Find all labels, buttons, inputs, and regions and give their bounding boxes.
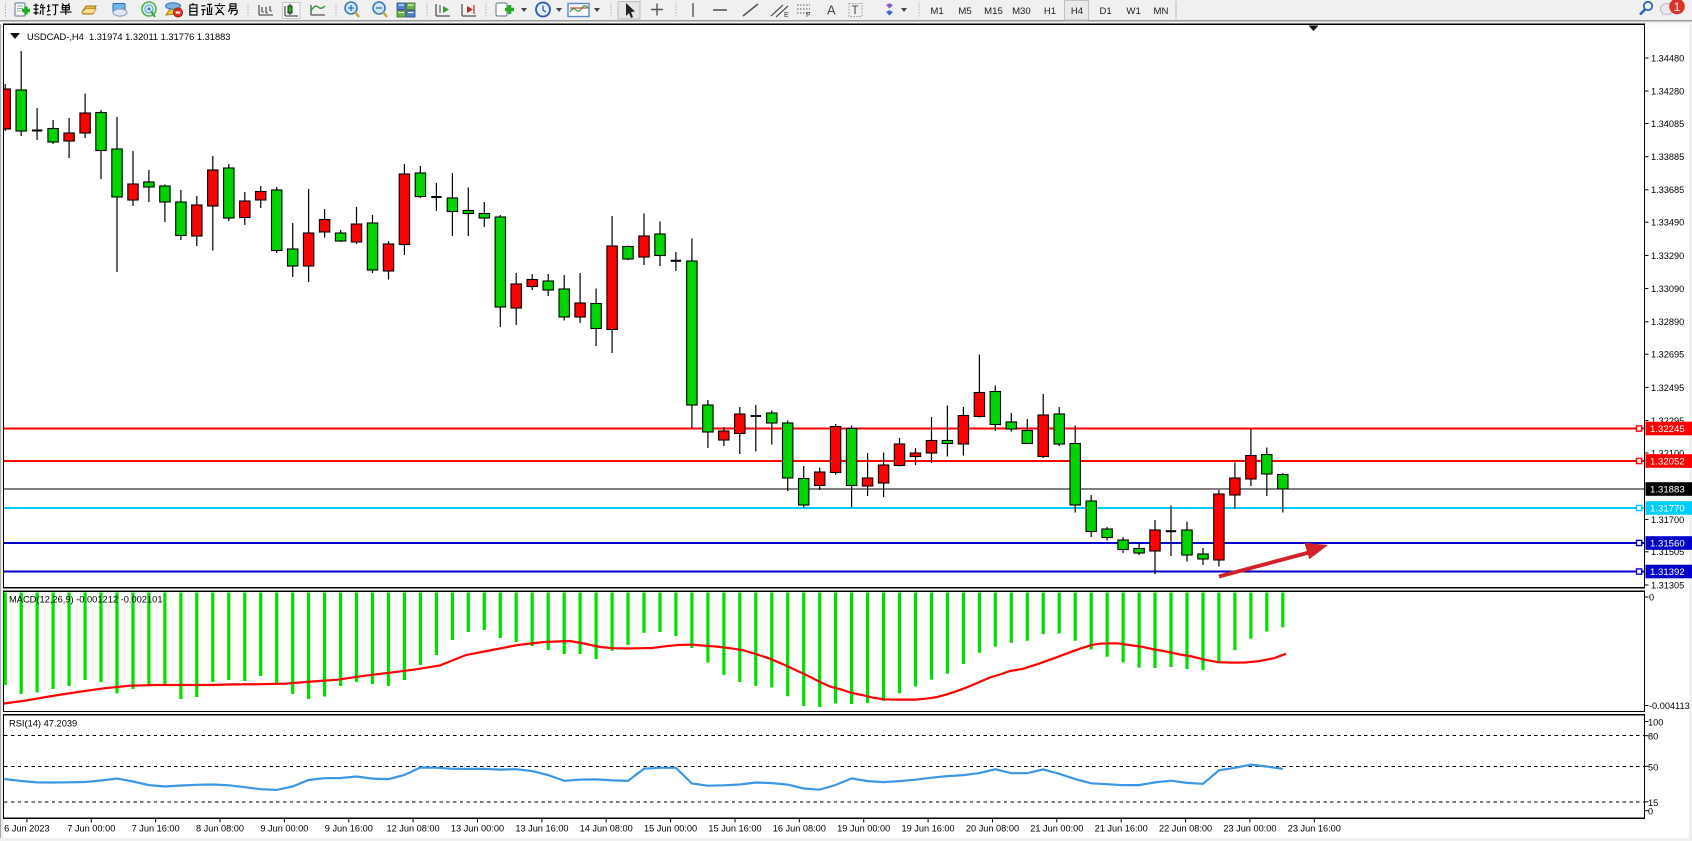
svg-text:23 Jun 00:00: 23 Jun 00:00 xyxy=(1223,824,1276,834)
svg-text:21 Jun 00:00: 21 Jun 00:00 xyxy=(1030,824,1083,834)
svg-text:19 Jun 16:00: 19 Jun 16:00 xyxy=(902,824,955,834)
svg-text:1.33090: 1.33090 xyxy=(1651,284,1684,294)
svg-text:1.34480: 1.34480 xyxy=(1651,53,1684,63)
svg-text:1.34280: 1.34280 xyxy=(1651,86,1684,96)
svg-text:1.33490: 1.33490 xyxy=(1651,218,1684,228)
svg-text:MN: MN xyxy=(1154,6,1169,17)
svg-text:1.33885: 1.33885 xyxy=(1651,152,1684,162)
svg-text:1.32695: 1.32695 xyxy=(1651,350,1684,360)
svg-text:1.32890: 1.32890 xyxy=(1651,317,1684,327)
svg-text:6 Jun 2023: 6 Jun 2023 xyxy=(4,824,49,834)
svg-text:1.32052: 1.32052 xyxy=(1650,456,1685,467)
svg-text:9 Jun 16:00: 9 Jun 16:00 xyxy=(325,824,373,834)
svg-text:T: T xyxy=(852,5,859,17)
svg-text:1.33685: 1.33685 xyxy=(1651,185,1684,195)
svg-text:15: 15 xyxy=(1648,798,1658,808)
svg-text:H4: H4 xyxy=(1071,6,1084,17)
svg-text:1.31770: 1.31770 xyxy=(1650,503,1685,514)
svg-text:1.31560: 1.31560 xyxy=(1650,538,1685,549)
svg-text:E: E xyxy=(784,12,789,19)
svg-text:1.32295: 1.32295 xyxy=(1651,416,1684,426)
svg-text:A: A xyxy=(827,3,836,18)
svg-text:15 Jun 16:00: 15 Jun 16:00 xyxy=(708,824,761,834)
svg-text:USDCAD-,H4 1.31974 1.32011 1.: USDCAD-,H4 1.31974 1.32011 1.31776 1.318… xyxy=(27,32,230,42)
svg-text:H1: H1 xyxy=(1044,6,1056,17)
svg-text:1.31392: 1.31392 xyxy=(1650,567,1685,578)
svg-text:13 Jun 00:00: 13 Jun 00:00 xyxy=(451,824,504,834)
svg-text:0: 0 xyxy=(1649,593,1654,603)
svg-text:1.32245: 1.32245 xyxy=(1650,424,1685,435)
svg-text:9 Jun 00:00: 9 Jun 00:00 xyxy=(260,824,308,834)
svg-text:14 Jun 08:00: 14 Jun 08:00 xyxy=(580,824,633,834)
svg-text:MACD(12,26,9) -0.001212 -0.002: MACD(12,26,9) -0.001212 -0.002101 xyxy=(9,595,163,605)
svg-text:1.31883: 1.31883 xyxy=(1650,484,1685,495)
svg-text:13 Jun 16:00: 13 Jun 16:00 xyxy=(515,824,568,834)
svg-text:M15: M15 xyxy=(984,6,1003,17)
svg-text:M30: M30 xyxy=(1012,6,1031,17)
svg-text:0: 0 xyxy=(1648,807,1653,817)
svg-text:21 Jun 16:00: 21 Jun 16:00 xyxy=(1095,824,1148,834)
svg-text:1: 1 xyxy=(1674,0,1681,14)
svg-text:22 Jun 08:00: 22 Jun 08:00 xyxy=(1159,824,1212,834)
svg-text:23 Jun 16:00: 23 Jun 16:00 xyxy=(1288,824,1341,834)
svg-text:-0.004113: -0.004113 xyxy=(1649,701,1690,711)
svg-text:50: 50 xyxy=(1648,762,1658,772)
svg-text:7 Jun 16:00: 7 Jun 16:00 xyxy=(132,824,180,834)
svg-text:1.32100: 1.32100 xyxy=(1651,448,1684,458)
svg-text:20 Jun 08:00: 20 Jun 08:00 xyxy=(966,824,1019,834)
svg-text:1.32495: 1.32495 xyxy=(1651,383,1684,393)
svg-text:1.31505: 1.31505 xyxy=(1651,547,1684,557)
svg-text:M5: M5 xyxy=(958,6,971,17)
svg-text:12 Jun 08:00: 12 Jun 08:00 xyxy=(387,824,440,834)
svg-text:15 Jun 00:00: 15 Jun 00:00 xyxy=(644,824,697,834)
svg-text:F: F xyxy=(806,12,810,19)
svg-text:RSI(14) 47.2039: RSI(14) 47.2039 xyxy=(9,719,77,729)
svg-text:80: 80 xyxy=(1648,732,1658,742)
svg-text:1.31700: 1.31700 xyxy=(1651,515,1684,525)
svg-text:1.31305: 1.31305 xyxy=(1651,580,1684,590)
svg-text:1.33290: 1.33290 xyxy=(1651,251,1684,261)
svg-text:19 Jun 00:00: 19 Jun 00:00 xyxy=(837,824,890,834)
svg-text:D1: D1 xyxy=(1099,6,1111,17)
svg-text:7 Jun 00:00: 7 Jun 00:00 xyxy=(67,824,115,834)
svg-text:100: 100 xyxy=(1648,718,1663,728)
svg-text:8 Jun 08:00: 8 Jun 08:00 xyxy=(196,824,244,834)
svg-text:M1: M1 xyxy=(930,6,943,17)
svg-text:1.34085: 1.34085 xyxy=(1651,119,1684,129)
svg-text:16 Jun 08:00: 16 Jun 08:00 xyxy=(773,824,826,834)
svg-text:W1: W1 xyxy=(1126,6,1140,17)
